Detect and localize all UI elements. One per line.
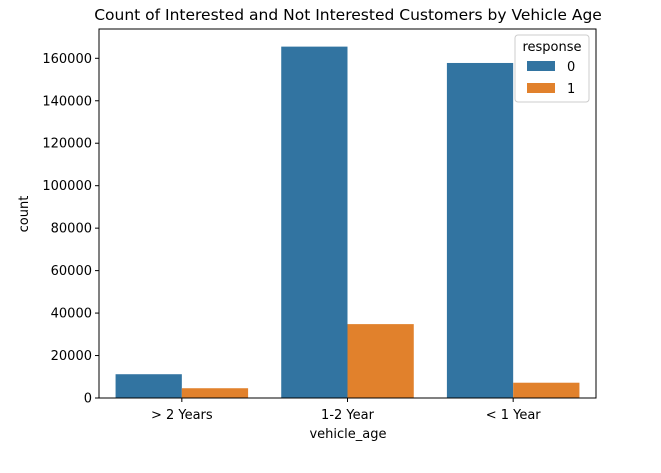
legend-label-1: 1 [567,82,575,97]
y-tick-label-4: 80000 [51,222,92,237]
bar-series-0-0 [115,374,182,398]
bar-series-1-1 [347,324,414,398]
x-tick-label-0: > 2 Years [151,408,213,423]
legend-label-0: 0 [567,60,575,75]
y-axis: 0 20000 40000 60000 80000 100000 120000 140000 1… [42,52,99,407]
bars-group [115,46,580,399]
y-tick-label-7: 140000 [42,94,92,109]
y-tick-label-0: 0 [84,392,92,407]
chart-title: Count of Interested and Not Interested C… [94,6,602,24]
x-tick-label-2: < 1 Year [486,408,542,423]
bar-series-1-0 [181,388,249,398]
y-tick-label-6: 120000 [42,137,92,152]
legend-swatch-1 [527,83,555,93]
y-tick-label-3: 60000 [51,264,92,279]
y-tick-label-1: 20000 [51,349,92,364]
bar-series-0-1 [281,46,348,399]
legend: response 0 1 [514,34,590,103]
bar-series-0-2 [446,62,514,398]
legend-swatch-0 [527,61,555,71]
bar-series-1-2 [513,382,580,398]
x-axis: > 2 Years 1-2 Year < 1 Year [151,398,541,423]
y-tick-label-8: 160000 [42,52,92,67]
x-tick-label-1: 1-2 Year [321,408,375,423]
y-axis-label: count [17,196,32,233]
legend-title: response [522,40,581,55]
y-tick-label-5: 100000 [42,179,92,194]
y-tick-label-2: 40000 [51,307,92,322]
x-axis-label: vehicle_age [309,427,386,442]
